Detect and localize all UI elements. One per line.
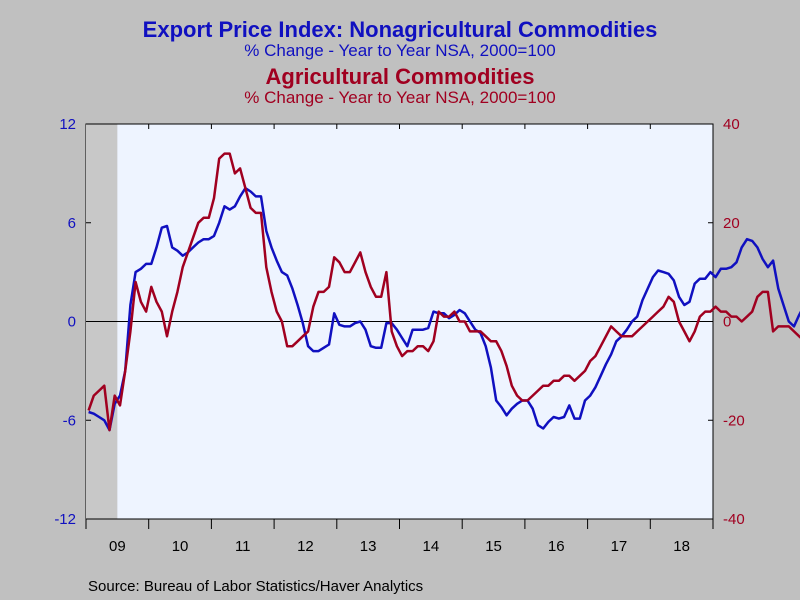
y-left-tick-label: -12 xyxy=(54,511,76,528)
source-note: Source: Bureau of Labor Statistics/Haver… xyxy=(88,578,424,595)
chart-title: Export Price Index: Nonagricultural Comm… xyxy=(142,17,658,42)
chart-subtitle-ag: % Change - Year to Year NSA, 2000=100 xyxy=(244,88,556,107)
y-right-tick-label: -40 xyxy=(723,511,745,528)
x-tick-label: 12 xyxy=(297,538,314,555)
x-tick-label: 10 xyxy=(172,538,189,555)
y-left-tick-label: 6 xyxy=(68,215,76,232)
y-right-tick-label: 40 xyxy=(723,116,740,133)
y-left-tick-label: -6 xyxy=(63,412,76,429)
x-tick-label: 13 xyxy=(360,538,377,555)
y-right-tick-label: -20 xyxy=(723,412,745,429)
x-tick-label: 16 xyxy=(548,538,565,555)
chart-subtitle-nonag: % Change - Year to Year NSA, 2000=100 xyxy=(244,41,556,60)
x-tick-label: 18 xyxy=(673,538,690,555)
series-line-agricultural xyxy=(87,152,800,432)
y-right-tick-label: 20 xyxy=(723,215,740,232)
x-tick-label: 11 xyxy=(235,538,251,555)
x-tick-label: 14 xyxy=(423,538,440,555)
x-tick-label: 15 xyxy=(485,538,502,555)
y-left-tick-label: 0 xyxy=(68,314,76,331)
y-right-tick-label: 0 xyxy=(723,314,731,331)
chart-title-ag: Agricultural Commodities xyxy=(265,64,535,89)
y-left-tick-label: 12 xyxy=(59,116,76,133)
x-tick-label: 09 xyxy=(109,538,126,555)
x-tick-label: 17 xyxy=(611,538,628,555)
